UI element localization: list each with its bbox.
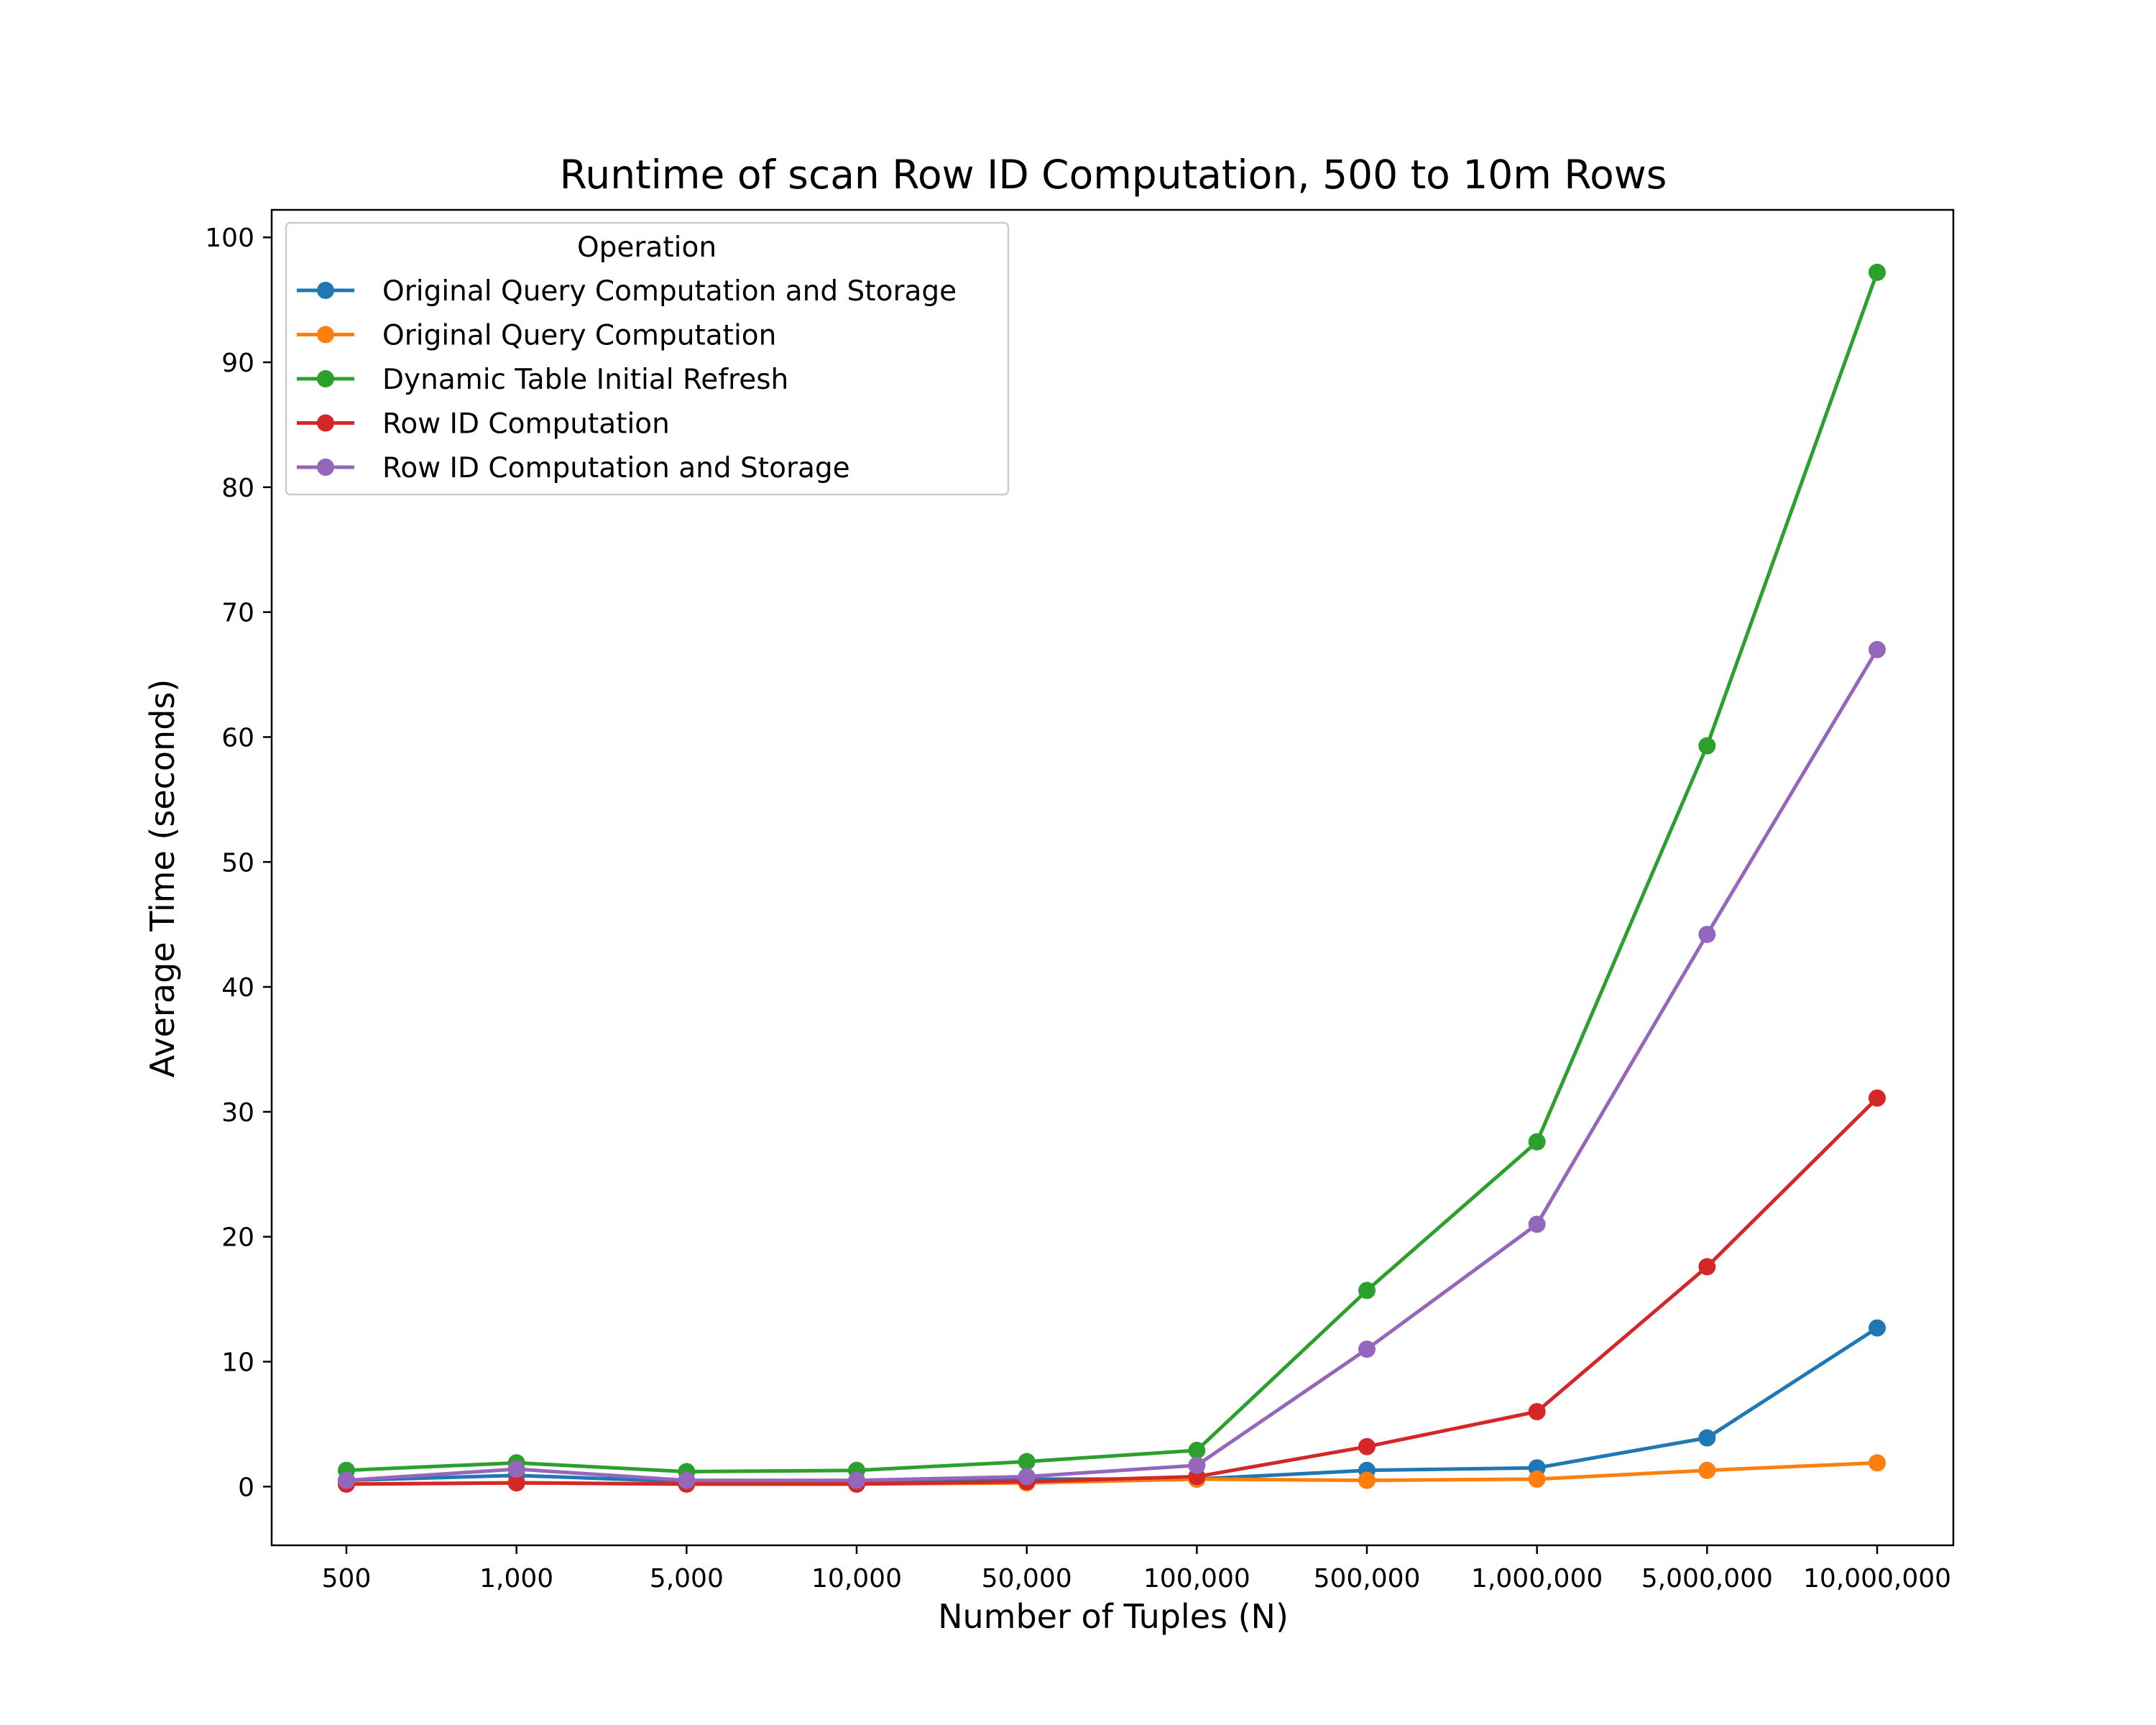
plot-area: 0 10 20 30 40 50 60 70 80 90 100 500 1,000 5,000 10,00…	[205, 208, 1955, 1593]
legend-item: Row ID Computation	[297, 408, 670, 441]
data-point	[848, 1471, 865, 1489]
legend-swatch-marker	[317, 459, 334, 476]
legend-label: Row ID Computation	[382, 408, 670, 441]
data-point	[1698, 1461, 1716, 1479]
legend-label: Dynamic Table Initial Refresh	[382, 364, 788, 396]
data-point	[1358, 1340, 1376, 1358]
series-line	[346, 272, 1879, 1473]
data-point	[1018, 1453, 1036, 1471]
data-point	[1869, 640, 1886, 658]
data-point	[1869, 1089, 1886, 1107]
y-tick-label: 80	[221, 474, 254, 503]
y-tick-label: 30	[221, 1098, 254, 1128]
data-point	[1869, 1454, 1886, 1472]
legend: Operation Original Query Computation and …	[285, 221, 1010, 496]
data-point	[1698, 1258, 1716, 1276]
y-tick-label: 20	[221, 1223, 254, 1253]
series-line	[346, 648, 1879, 1483]
data-point	[678, 1471, 696, 1489]
data-point	[1698, 1429, 1716, 1447]
data-point	[1528, 1403, 1546, 1421]
data-point	[1358, 1471, 1376, 1489]
legend-item: Original Query Computation and Storage	[297, 275, 957, 308]
x-tick-label: 5,000	[650, 1564, 724, 1593]
legend-swatch-marker	[317, 370, 334, 387]
y-tick-label: 90	[221, 349, 254, 378]
series-line	[346, 1097, 1879, 1486]
series-2	[338, 263, 1886, 1481]
data-point	[1018, 1468, 1036, 1486]
y-axis-title: Average Time (seconds)	[143, 679, 182, 1078]
y-tick-label: 0	[238, 1473, 254, 1502]
x-tick-label: 1,000	[479, 1564, 553, 1593]
data-point	[507, 1474, 525, 1492]
x-tick-label: 1,000,000	[1471, 1564, 1603, 1593]
y-tick-label: 10	[221, 1348, 254, 1378]
legend-label: Row ID Computation and Storage	[382, 452, 850, 484]
legend-label: Original Query Computation and Storage	[382, 275, 957, 308]
y-tick-label: 40	[221, 973, 254, 1003]
x-axis-title: Number of Tuples (N)	[938, 1597, 1289, 1636]
data-point	[1698, 737, 1716, 755]
y-tick-label: 60	[221, 723, 254, 753]
data-point	[1528, 1133, 1546, 1151]
y-tick-label: 70	[221, 599, 254, 628]
y-tick-label: 50	[221, 848, 254, 878]
x-tick-label: 10,000	[811, 1564, 902, 1593]
legend-label: Original Query Computation	[382, 320, 776, 352]
legend-swatch-marker	[317, 282, 334, 299]
axes-frame	[270, 208, 1955, 1547]
data-point	[1528, 1215, 1546, 1233]
series-4	[338, 640, 1886, 1489]
data-point	[338, 1471, 355, 1489]
legend-title: Operation	[577, 231, 717, 264]
x-tick-label: 5,000,000	[1641, 1564, 1773, 1593]
data-point	[1528, 1470, 1546, 1488]
data-point	[507, 1460, 525, 1478]
legend-swatch-marker	[317, 326, 334, 344]
legend-item: Original Query Computation	[297, 320, 776, 352]
legend-item: Dynamic Table Initial Refresh	[297, 364, 788, 396]
data-point	[1869, 1319, 1886, 1337]
data-point	[1698, 926, 1716, 944]
y-tick-label: 100	[205, 224, 254, 253]
data-point	[1188, 1456, 1206, 1474]
data-point	[1869, 263, 1886, 281]
x-tick-label: 100,000	[1143, 1564, 1250, 1593]
x-tick-label: 50,000	[982, 1564, 1072, 1593]
chart-title: Runtime of scan Row ID Computation, 500 …	[560, 152, 1667, 198]
legend-box	[285, 221, 1010, 496]
x-tick-label: 10,000,000	[1803, 1564, 1951, 1593]
data-point	[1358, 1282, 1376, 1300]
data-point	[1188, 1441, 1206, 1459]
x-tick-label: 500	[322, 1564, 372, 1593]
legend-swatch-marker	[317, 414, 334, 432]
data-point	[1358, 1438, 1376, 1455]
x-tick-label: 500,000	[1314, 1564, 1421, 1593]
legend-item: Row ID Computation and Storage	[297, 452, 850, 484]
